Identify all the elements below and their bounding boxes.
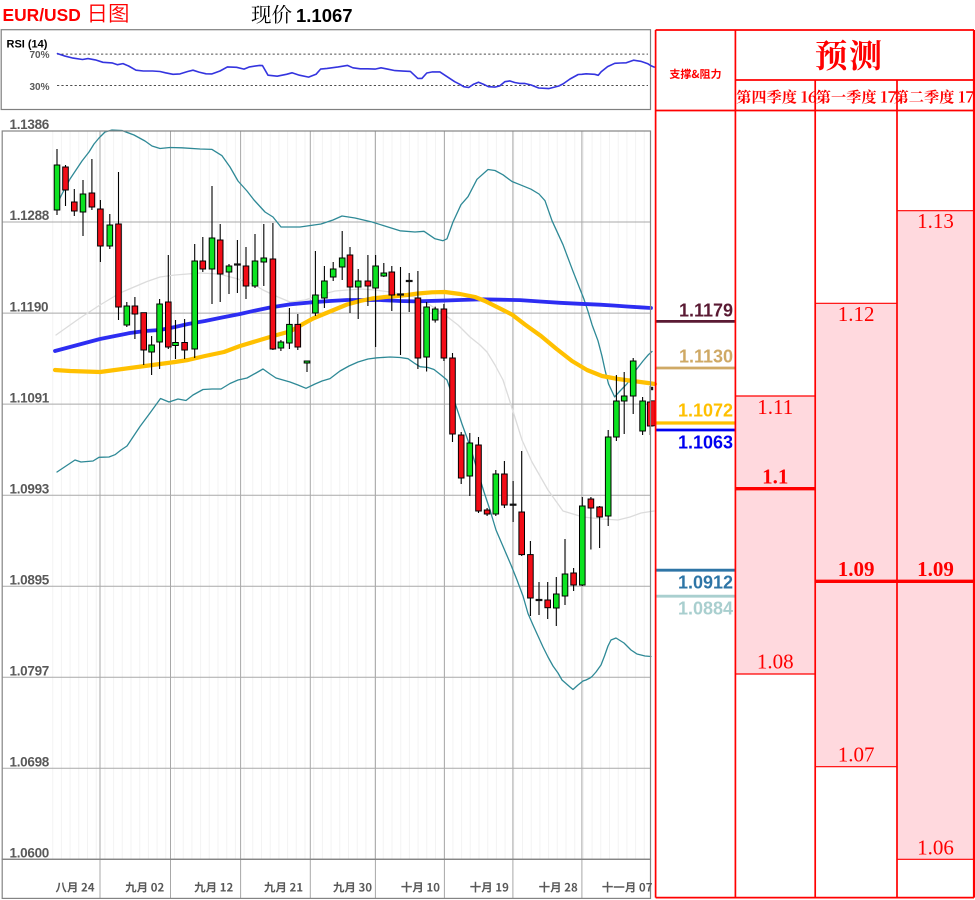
svg-text:1.06: 1.06 — [917, 835, 954, 859]
svg-text:1.0912: 1.0912 — [678, 573, 733, 593]
svg-text:1.12: 1.12 — [838, 302, 875, 326]
svg-text:1.07: 1.07 — [838, 743, 875, 767]
svg-text:1.0884: 1.0884 — [678, 599, 733, 619]
svg-text:1.0600: 1.0600 — [10, 846, 50, 861]
svg-text:30%: 30% — [29, 82, 49, 93]
svg-text:1.1190: 1.1190 — [10, 299, 49, 314]
svg-text:1.0993: 1.0993 — [10, 481, 50, 496]
svg-text:1.1130: 1.1130 — [679, 347, 733, 367]
svg-text:1.1072: 1.1072 — [678, 401, 733, 421]
svg-text:RSI (14): RSI (14) — [7, 38, 48, 50]
svg-text:1.09: 1.09 — [838, 557, 875, 581]
svg-text:1.1: 1.1 — [762, 465, 788, 489]
svg-text:1.1288: 1.1288 — [10, 208, 50, 223]
svg-text:1.0895: 1.0895 — [10, 572, 50, 587]
svg-text:1.1067: 1.1067 — [296, 5, 353, 26]
svg-text:EUR/USD: EUR/USD — [3, 5, 81, 25]
svg-text:1.0698: 1.0698 — [10, 755, 50, 770]
svg-text:1.0797: 1.0797 — [10, 663, 50, 678]
svg-text:1.1179: 1.1179 — [679, 301, 733, 321]
svg-text:1.1063: 1.1063 — [678, 433, 733, 453]
svg-text:1.13: 1.13 — [917, 209, 954, 233]
svg-text:70%: 70% — [29, 50, 49, 61]
svg-text:1.09: 1.09 — [917, 557, 954, 581]
svg-text:1.08: 1.08 — [757, 650, 794, 674]
svg-text:1.11: 1.11 — [757, 395, 793, 419]
svg-text:1.1386: 1.1386 — [10, 117, 50, 132]
svg-text:1.1091: 1.1091 — [10, 390, 50, 405]
